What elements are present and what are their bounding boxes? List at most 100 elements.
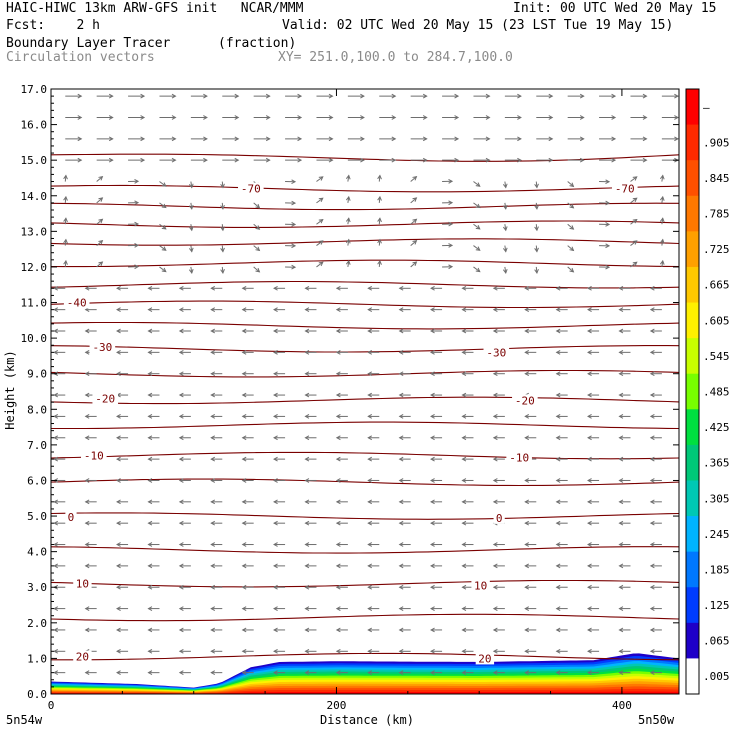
wind-vector-head [649,606,655,611]
wind-vector-head [241,670,247,676]
wind-vector-head [461,435,467,441]
wind-vector-head [178,542,184,547]
wind-vector-head [345,238,351,244]
wind-vector-head [398,670,404,676]
wind-vector-head [210,307,216,313]
wind-vector-head [234,115,240,120]
wind-vector-head [555,328,561,334]
wind-vector-head [108,93,114,99]
wind-vector-head [367,328,373,334]
wind-vector [630,240,638,246]
wind-vector-head [273,627,278,633]
wind-vector-head [367,414,373,419]
wind-vector-head [422,136,428,142]
wind-vector [410,176,417,182]
wind-vector-head [304,414,310,419]
contour-label: -20 [515,394,535,407]
wind-vector-head [318,176,324,181]
wind-vector-head [53,285,59,291]
wind-vector-head [642,115,648,120]
wind-vector-head [147,627,153,633]
wind-vector-head [116,627,121,633]
wind-vector-head [116,328,121,334]
wind-vector-head [618,371,624,377]
wind-vector-head [178,499,184,505]
wind-vector-head [605,179,611,185]
wind-vector-head [398,542,404,547]
colorbar-label: .485 [703,386,730,399]
wind-vector-head [255,246,261,252]
wind-vector-head [291,222,297,227]
wind-vector [159,202,167,208]
wind-vector-head [116,670,121,676]
wind-vector-head [335,627,341,633]
wind-vector-head [147,307,153,313]
contour-label: 10 [76,578,89,591]
wind-vector-head [84,285,90,291]
wind-vector-head [273,648,278,654]
wind-vector-head [178,414,184,419]
wind-vector-head [618,285,624,291]
wind-vector-head [524,648,530,654]
wind-vector-head [618,435,624,441]
wind-vector-head [492,435,498,441]
wind-vector-head [555,648,561,654]
wind-vector-head [502,247,508,253]
wind-vector-head [116,606,121,611]
wind-vector-head [178,648,184,654]
wind-vector-head [555,606,561,611]
wind-vector-head [367,307,373,313]
wind-vector-head [53,563,59,569]
wind-vector-head [492,606,498,611]
wind-vector-head [534,183,539,189]
wind-vector-head [63,217,68,223]
wind-vector-head [569,182,575,188]
wind-vector-head [318,261,324,267]
contour-label-bg [73,650,92,663]
wind-vector-head [649,371,655,377]
wind-vector-head [304,307,310,313]
wind-vector-head [398,520,404,526]
wind-vector-head [335,670,341,676]
wind-vector-head [84,627,90,633]
wind-vector-head [448,179,454,184]
wind-vector-head [367,499,373,505]
wind-vector-head [461,606,467,611]
wind-vector-head [492,371,498,377]
temperature-contour [50,396,680,405]
wind-vector-head [335,542,341,547]
wind-vector-head [461,478,467,483]
colorbar-swatch [686,516,699,553]
wind-vector-head [116,435,121,441]
wind-vector-head [534,204,539,210]
temperature-contour [50,451,680,460]
wind-vector-head [461,520,467,526]
wind-vector [473,245,481,251]
wind-vector-head [203,115,208,120]
wind-vector-head [555,285,561,291]
wind-vector-head [98,218,104,224]
wind-vector-head [98,175,104,181]
wind-vector-head [116,584,121,590]
wind-vector-head [241,307,247,313]
wind-vector-head [53,520,59,526]
wind-vector-head [241,371,247,377]
wind-vector-head [618,648,624,654]
temperature-contour [50,546,680,554]
wind-vector-head [524,542,530,547]
wind-vector-head [220,183,225,189]
wind-vector-head [241,606,247,611]
wind-vector-head [548,157,554,163]
wind-vector-head [555,414,561,419]
wind-vector-head [555,627,561,633]
wind-vector-head [116,520,121,526]
wind-vector-head [53,456,59,462]
wind-vector-head [569,225,575,230]
wind-vector-head [241,627,247,633]
wind-vector-head [241,435,247,441]
contour-label-bg [89,341,116,354]
wind-vector-head [587,371,592,377]
wind-vector-head [328,93,334,99]
colorbar-label: .785 [703,208,730,221]
wind-vector-head [188,247,194,253]
